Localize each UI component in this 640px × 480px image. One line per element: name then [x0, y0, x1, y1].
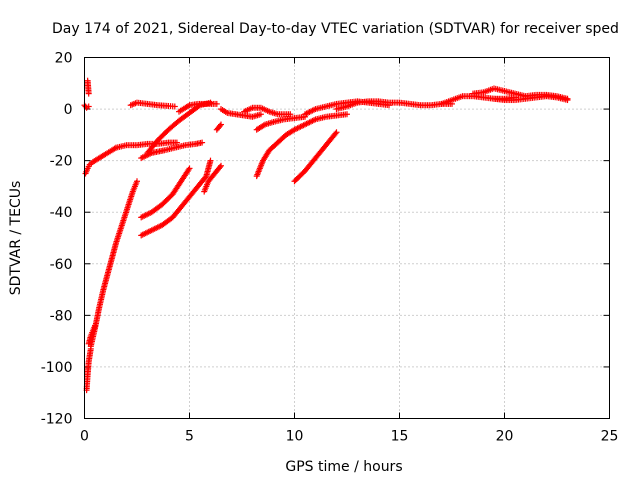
y-axis-label: SDTVAR / TECUs: [8, 181, 24, 296]
y-tick-label: -80: [50, 308, 73, 324]
data-point: [199, 139, 206, 146]
tick-labels: 0 5 10 15 20 25 -120 -100 -80 -60 -40 -20 0 20: [41, 51, 619, 445]
data-point: [344, 111, 350, 118]
data-point: [185, 103, 192, 110]
x-tick-label: 5: [185, 429, 194, 445]
series-track-16: [218, 106, 264, 120]
data-point: [171, 103, 178, 110]
y-tick-label: -60: [50, 257, 73, 273]
chart-title: Day 174 of 2021, Sidereal Day-to-day VTE…: [52, 21, 619, 37]
series-track-02: [84, 77, 92, 97]
y-tick-label: -20: [50, 154, 73, 170]
x-tick-label: 25: [601, 429, 619, 445]
series-track-10: [138, 139, 206, 162]
series-track-07: [85, 322, 98, 347]
series-track-13: [138, 157, 214, 239]
x-tick-label: 0: [80, 429, 89, 445]
data-point: [218, 121, 224, 128]
x-tick-label: 15: [391, 429, 409, 445]
data-point: [207, 157, 214, 164]
data-point: [134, 178, 140, 185]
data-point: [287, 111, 294, 118]
data-point: [333, 129, 340, 136]
series-track-14: [201, 162, 224, 195]
y-tick-label: -40: [50, 205, 73, 221]
series-track-06: [87, 178, 140, 350]
y-tick-label: -100: [41, 360, 73, 376]
y-tick-label: 0: [64, 102, 73, 118]
data-point: [257, 111, 264, 118]
data-point: [564, 97, 571, 104]
data-point: [213, 100, 220, 107]
series-track-05: [83, 345, 94, 394]
data-point: [216, 122, 223, 129]
series-track-20: [291, 129, 340, 185]
data-point: [85, 103, 92, 110]
data-points: [81, 77, 571, 394]
data-point: [186, 165, 193, 172]
series-track-19: [253, 111, 350, 180]
data-point: [216, 164, 223, 171]
series-track-18: [253, 113, 308, 133]
x-tick-label: 20: [496, 429, 514, 445]
y-tick-label: 20: [55, 51, 73, 67]
x-tick-label: 10: [286, 429, 304, 445]
series-track-12: [138, 165, 193, 221]
data-point: [332, 130, 339, 137]
plot-frame: [84, 57, 610, 419]
series-track-25: [491, 93, 571, 104]
data-point: [218, 162, 224, 169]
series-track-15: [213, 121, 224, 133]
data-point: [85, 90, 92, 97]
series-track-17: [241, 104, 294, 118]
x-axis-label: GPS time / hours: [285, 459, 402, 475]
y-tick-label: -120: [41, 412, 73, 428]
series-track-08: [127, 99, 178, 110]
series-track-11: [176, 100, 220, 115]
data-point: [92, 322, 98, 329]
